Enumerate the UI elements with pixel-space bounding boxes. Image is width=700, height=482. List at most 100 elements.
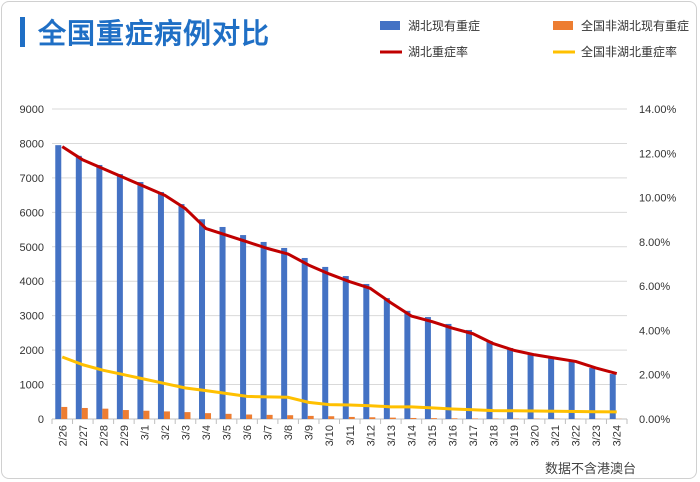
bar-hubei (486, 340, 493, 419)
x-tick-label: 3/12 (365, 425, 377, 446)
y2-tick-label: 6.00% (639, 281, 670, 293)
bar-non-hubei (287, 415, 294, 419)
bar-non-hubei (61, 406, 68, 419)
chart-title: 全国重症病例对比 (38, 17, 271, 50)
bar-non-hubei (163, 411, 170, 419)
title-accent-bar (20, 17, 25, 47)
x-tick-label: 3/8 (283, 425, 295, 440)
y2-tick-label: 8.00% (639, 237, 670, 249)
legend-label: 全国非湖北重症率 (581, 44, 677, 59)
bar-hubei (75, 155, 82, 419)
x-tick-label: 3/3 (180, 425, 192, 440)
x-tick-label: 3/11 (345, 425, 357, 446)
x-tick-label: 3/17 (468, 425, 480, 446)
y-tick-label: 5000 (20, 242, 44, 254)
bar-hubei (137, 182, 144, 419)
x-tick-label: 3/7 (263, 425, 275, 440)
y2-tick-label: 0.00% (639, 414, 670, 426)
y-tick-label: 4000 (20, 276, 44, 288)
x-tick-label: 3/24 (612, 425, 624, 446)
bar-non-hubei (225, 413, 232, 419)
x-tick-label: 3/16 (447, 425, 459, 446)
x-tick-label: 3/13 (386, 425, 398, 446)
bar-hubei (178, 204, 185, 419)
y2-tick-label: 2.00% (639, 370, 670, 382)
bar-hubei (281, 247, 288, 419)
bar-non-hubei (410, 417, 417, 419)
x-tick-label: 3/6 (242, 425, 254, 440)
line-hubei-rate (61, 145, 618, 376)
x-tick-label: 3/2 (160, 425, 172, 440)
bar-hubei (301, 257, 308, 419)
bar-hubei (322, 266, 329, 419)
legend-swatch (380, 21, 400, 30)
bar-non-hubei (246, 414, 253, 419)
bar-hubei (383, 298, 390, 419)
x-tick-label: 3/5 (222, 425, 234, 440)
x-tick-label: 3/4 (201, 425, 213, 440)
x-tick-label: 3/10 (324, 425, 336, 446)
bar-non-hubei (369, 417, 376, 419)
legend-swatch (553, 21, 573, 30)
x-tick-label: 3/18 (489, 425, 501, 446)
footnote: 数据不含港澳台 (545, 462, 637, 477)
bar-hubei (465, 329, 472, 419)
x-tick-label: 3/21 (550, 425, 562, 446)
y2-tick-label: 10.00% (639, 193, 677, 205)
y2-tick-label: 4.00% (639, 325, 670, 337)
bar-non-hubei (471, 418, 478, 419)
bar-non-hubei (205, 413, 212, 419)
x-tick-label: 2/27 (78, 425, 90, 446)
x-tick-label: 3/19 (509, 425, 521, 446)
legend-label: 全国非湖北现有重症 (581, 18, 689, 33)
bar-non-hubei (328, 416, 335, 419)
y2-tick-label: 14.00% (639, 104, 677, 116)
bar-non-hubei (266, 414, 273, 419)
bar-hubei (260, 241, 267, 419)
bar-non-hubei (348, 416, 355, 419)
bar-hubei (609, 374, 616, 419)
bar-hubei (157, 192, 164, 419)
y2-tick-label: 12.00% (639, 148, 677, 160)
y-tick-label: 3000 (20, 311, 44, 323)
x-tick-label: 3/14 (406, 425, 418, 446)
bar-hubei (240, 235, 247, 419)
bar-hubei (363, 283, 370, 419)
bar-non-hubei (451, 418, 458, 419)
x-tick-label: 2/28 (98, 425, 110, 446)
bar-non-hubei (389, 417, 396, 419)
x-tick-label: 3/9 (304, 425, 316, 440)
bar-hubei (116, 174, 123, 419)
bar-non-hubei (102, 408, 109, 419)
y-tick-label: 8000 (20, 138, 44, 150)
bar-hubei (55, 145, 62, 419)
bar-hubei (527, 353, 534, 419)
bar-hubei (96, 164, 103, 419)
legend-label: 湖北重症率 (408, 44, 468, 59)
bar-non-hubei (143, 410, 150, 419)
x-tick-label: 2/26 (57, 425, 69, 446)
y-tick-label: 0 (38, 414, 44, 426)
bar-non-hubei (430, 418, 437, 419)
x-tick-label: 3/22 (571, 425, 583, 446)
y-tick-label: 2000 (20, 345, 44, 357)
legend-label: 湖北现有重症 (408, 18, 480, 33)
bar-non-hubei (81, 407, 88, 419)
bar-hubei (404, 310, 411, 419)
bar-hubei (507, 348, 514, 419)
bar-hubei (548, 357, 555, 419)
bar-hubei (445, 323, 452, 419)
bar-non-hubei (307, 415, 314, 419)
x-tick-label: 3/23 (591, 425, 603, 446)
x-tick-label: 3/20 (530, 425, 542, 446)
y-tick-label: 6000 (20, 207, 44, 219)
bar-hubei (589, 368, 596, 419)
x-tick-label: 3/15 (427, 425, 439, 446)
bar-non-hubei (184, 412, 191, 419)
bar-hubei (342, 276, 349, 419)
bar-non-hubei (122, 410, 129, 419)
x-tick-label: 3/1 (139, 425, 151, 440)
line-non-hubei-rate (61, 355, 617, 414)
